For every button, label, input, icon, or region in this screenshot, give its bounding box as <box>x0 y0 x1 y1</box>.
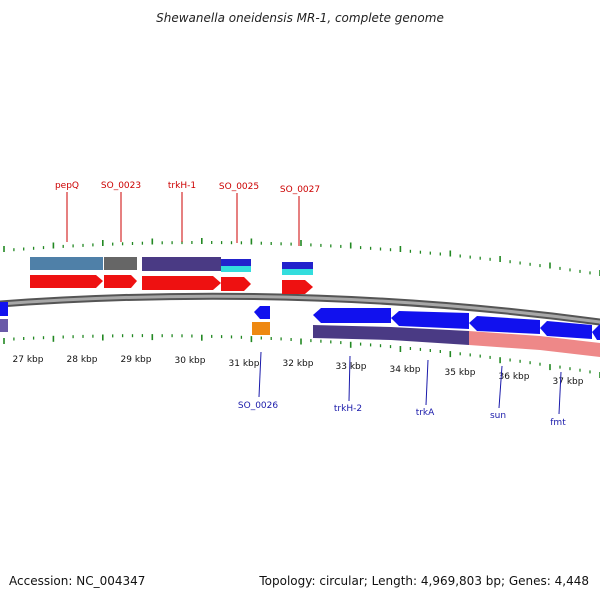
cog-box-trkh2 <box>313 325 391 340</box>
scale-label: 32 kbp <box>283 359 314 369</box>
cog-box-partial-left <box>0 319 8 332</box>
cog-box-so0023 <box>104 257 137 270</box>
cog-box-so0027-b <box>282 269 313 275</box>
cds-arrow-so0025 <box>221 277 251 291</box>
cds-arrow-partial-left <box>0 302 8 316</box>
cds-arrow-partial-right <box>592 324 600 340</box>
gene-label-so0025: SO_0025 <box>219 182 259 192</box>
cds-arrow-trkh2 <box>313 308 391 323</box>
cog-box-so0027-a <box>282 262 313 269</box>
scale-label: 36 kbp <box>499 372 530 382</box>
cds-arrow-fmt <box>540 321 592 339</box>
cog-box-so0025-b <box>221 266 251 272</box>
cds-arrow-pepq <box>30 275 103 288</box>
forward-gene-labels: pepQ SO_0023 trkH-1 SO_0025 SO_0027 <box>55 181 320 246</box>
gene-label-fmt: fmt <box>550 418 566 428</box>
cog-box-so0026 <box>252 322 270 335</box>
cog-box-sun <box>469 331 540 350</box>
gene-label-trka: trkA <box>416 408 435 418</box>
reverse-cog-track <box>0 319 600 357</box>
scale-label: 37 kbp <box>553 377 584 387</box>
accession-text: Accession: NC_004347 <box>9 574 146 588</box>
kbp-scale: 27 kbp 28 kbp 29 kbp 30 kbp 31 kbp 32 kb… <box>13 355 584 387</box>
genome-backbone <box>0 292 600 326</box>
cog-box-trkh1 <box>142 257 221 271</box>
scale-label: 31 kbp <box>229 359 260 369</box>
scale-label: 30 kbp <box>175 356 206 366</box>
gene-label-so0027: SO_0027 <box>280 185 320 195</box>
scale-label: 35 kbp <box>445 368 476 378</box>
genome-summary-text: Topology: circular; Length: 4,969,803 bp… <box>259 574 589 588</box>
cog-box-so0025-a <box>221 259 251 266</box>
gene-label-pepq: pepQ <box>55 181 79 191</box>
gene-label-trkh1: trkH-1 <box>168 181 196 191</box>
forward-cds-track <box>30 275 313 294</box>
cog-box-pepq <box>30 257 103 270</box>
reverse-cds-track <box>0 302 600 340</box>
cog-box-trka <box>391 327 469 345</box>
inner-tick-marks <box>3 334 600 378</box>
gene-label-so0026: SO_0026 <box>238 401 278 411</box>
cds-arrow-so0023 <box>104 275 137 288</box>
cds-arrow-trkh1 <box>142 276 221 290</box>
cds-arrow-sun <box>469 316 540 334</box>
scale-label: 33 kbp <box>336 362 367 372</box>
reverse-gene-labels: SO_0026 trkH-2 trkA sun fmt <box>238 351 566 428</box>
cds-arrow-trka <box>391 311 469 329</box>
map-title: Shewanella oneidensis MR-1, complete gen… <box>156 11 444 25</box>
cds-arrow-so0026 <box>254 306 270 319</box>
scale-label: 28 kbp <box>67 355 98 365</box>
gene-label-sun: sun <box>490 411 506 421</box>
scale-label: 34 kbp <box>390 365 421 375</box>
scale-label: 27 kbp <box>13 355 44 365</box>
cog-box-fmt <box>540 336 600 357</box>
forward-cog-track <box>30 257 313 275</box>
outer-tick-marks <box>3 238 600 276</box>
gene-label-so0023: SO_0023 <box>101 181 141 191</box>
cds-arrow-so0027 <box>282 280 313 294</box>
gene-label-trkh2: trkH-2 <box>334 404 362 414</box>
scale-label: 29 kbp <box>121 355 152 365</box>
